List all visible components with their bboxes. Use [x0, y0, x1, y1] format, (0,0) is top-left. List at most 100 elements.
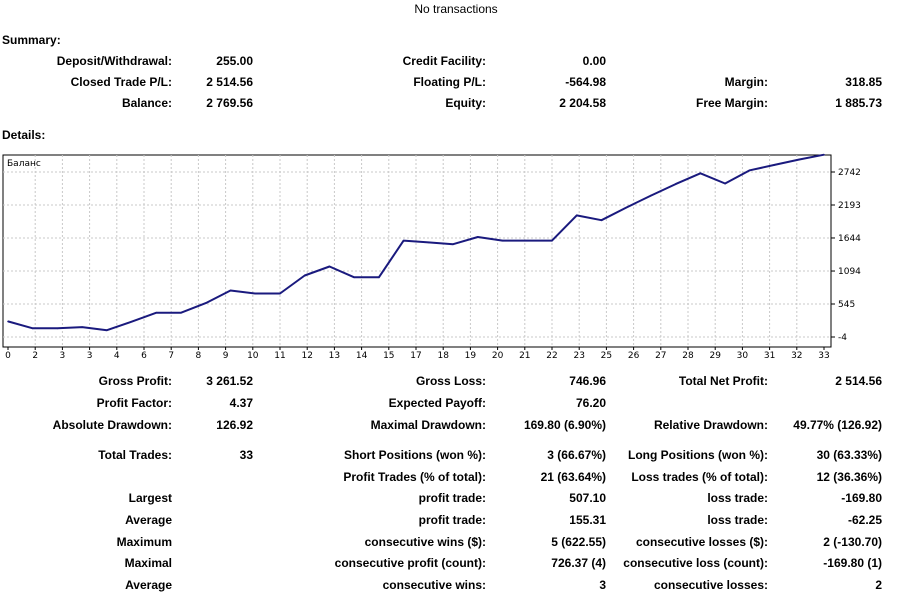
total-trades-value: 33 [239, 448, 253, 462]
x-tick-label: 12 [301, 351, 312, 361]
x-tick-label: 2 [32, 351, 38, 361]
x-axis-ticks: 0 2 3 3 4 6 7 8 9 10 11 12 13 14 15 17 18 19 20 21 22 23 25 26 2… [5, 347, 830, 361]
balance-point [106, 329, 108, 331]
balance-value: 2 769.56 [206, 96, 253, 110]
profit-factor-label: Profit Factor: [96, 396, 172, 410]
short-positions-label: Short Positions (won %): [344, 448, 486, 462]
x-tick-label: 28 [682, 351, 694, 361]
long-positions-value: 30 (63.33%) [816, 448, 882, 462]
average-loss-value: -62.25 [847, 513, 882, 527]
expected-payoff-value: 76.20 [575, 396, 606, 410]
balance-point [749, 169, 751, 172]
x-tick-label: 33 [818, 351, 829, 361]
closed-pl-value: 2 514.56 [206, 75, 253, 89]
absolute-drawdown-value: 126.92 [216, 418, 253, 432]
x-tick-label: 26 [628, 351, 640, 361]
short-positions-value: 3 (66.67%) [547, 448, 606, 462]
average-label: Average [125, 513, 172, 527]
average-consecutive-losses-value: 2 [875, 578, 882, 592]
x-tick-label: 10 [247, 351, 259, 361]
largest-profit-value: 507.10 [569, 491, 606, 505]
margin-label: Margin: [724, 75, 768, 89]
average-consecutive-wins-label: consecutive wins: [382, 578, 486, 592]
balance-point [328, 265, 331, 268]
balance-point [427, 241, 430, 244]
y-tick-label: 2193 [838, 201, 861, 211]
x-tick-label: 15 [383, 351, 394, 361]
balance-point [56, 327, 59, 330]
profit-factor-value: 4.37 [229, 396, 253, 410]
y-tick-label: 2742 [838, 168, 861, 178]
balance-point [452, 243, 454, 246]
long-positions-label: Long Positions (won %): [628, 448, 768, 462]
balance-point [724, 182, 726, 185]
y-tick-label: -4 [838, 333, 847, 343]
average-consecutive-losses-label: consecutive losses: [653, 578, 768, 592]
balance-line [7, 153, 825, 332]
loss-trades-label: Loss trades (% of total): [631, 470, 768, 484]
balance-point [279, 292, 281, 295]
floating-pl-label: Floating P/L: [413, 75, 486, 89]
x-tick-label: 3 [87, 351, 93, 361]
x-tick-label: 8 [196, 351, 202, 361]
y-tick-label: 1644 [838, 234, 861, 244]
max-consecutive-losses-label: consecutive losses ($): [635, 535, 768, 549]
free-margin-value: 1 885.73 [835, 96, 882, 110]
x-tick-label: 20 [492, 351, 504, 361]
balance-point [773, 164, 776, 166]
largest-profit-label: profit trade: [418, 491, 486, 505]
total-trades-label: Total Trades: [98, 448, 172, 462]
y-tick-label: 545 [838, 300, 855, 310]
average-profit-value: 155.31 [569, 513, 606, 527]
x-tick-label: 14 [356, 351, 368, 361]
x-tick-label: 18 [437, 351, 449, 361]
max-consecutive-wins-label: consecutive wins ($): [364, 535, 486, 549]
balance-point [551, 239, 553, 242]
floating-pl-value: -564.98 [565, 75, 606, 89]
balance-point [378, 276, 380, 279]
x-tick-label: 3 [60, 351, 66, 361]
absolute-drawdown-label: Absolute Drawdown: [52, 418, 172, 432]
x-tick-label: 27 [655, 351, 666, 361]
maximal-label: Maximal [124, 556, 172, 570]
x-tick-label: 6 [141, 351, 147, 361]
x-tick-label: 29 [709, 351, 721, 361]
x-tick-label: 21 [519, 351, 530, 361]
relative-drawdown-value: 49.77% (126.92) [793, 418, 882, 432]
x-tick-label: 32 [791, 351, 802, 361]
relative-drawdown-label: Relative Drawdown: [653, 418, 768, 432]
x-tick-label: 17 [410, 351, 421, 361]
balance-point [155, 311, 158, 314]
x-tick-label: 22 [546, 351, 557, 361]
largest-loss-label: loss trade: [707, 491, 768, 505]
maximal-drawdown-label: Maximal Drawdown: [370, 418, 486, 432]
largest-label: Largest [128, 491, 172, 505]
average-loss-label: loss trade: [707, 513, 768, 527]
total-net-profit-label: Total Net Profit: [678, 374, 768, 388]
x-tick-label: 7 [168, 351, 174, 361]
balance-point [650, 194, 652, 197]
balance-point [600, 219, 603, 221]
balance-point [81, 326, 83, 328]
average-consecutive-wins-value: 3 [599, 578, 606, 592]
equity-label: Equity: [445, 96, 486, 110]
balance-point [575, 214, 578, 217]
gross-loss-label: Gross Loss: [415, 374, 486, 388]
balance-point [353, 276, 355, 279]
x-tick-label: 23 [573, 351, 584, 361]
x-tick-label: 9 [223, 351, 229, 361]
summary-title: Summary: [2, 33, 61, 47]
maximal-consecutive-loss-value: -169.80 (1) [823, 556, 882, 570]
y-tick-label: 1094 [838, 267, 861, 277]
total-net-profit-value: 2 514.56 [835, 374, 882, 388]
gross-profit-value: 3 261.52 [206, 374, 253, 388]
profit-trades-label: Profit Trades (% of total): [343, 470, 486, 484]
balance-point [180, 311, 182, 314]
balance-point [205, 302, 207, 304]
average-profit-label: profit trade: [418, 513, 486, 527]
maximal-consecutive-profit-label: consecutive profit (count): [334, 556, 486, 570]
balance-point [229, 289, 232, 292]
balance-point [402, 239, 405, 242]
balance-point [7, 320, 9, 323]
balance-point [823, 153, 825, 156]
